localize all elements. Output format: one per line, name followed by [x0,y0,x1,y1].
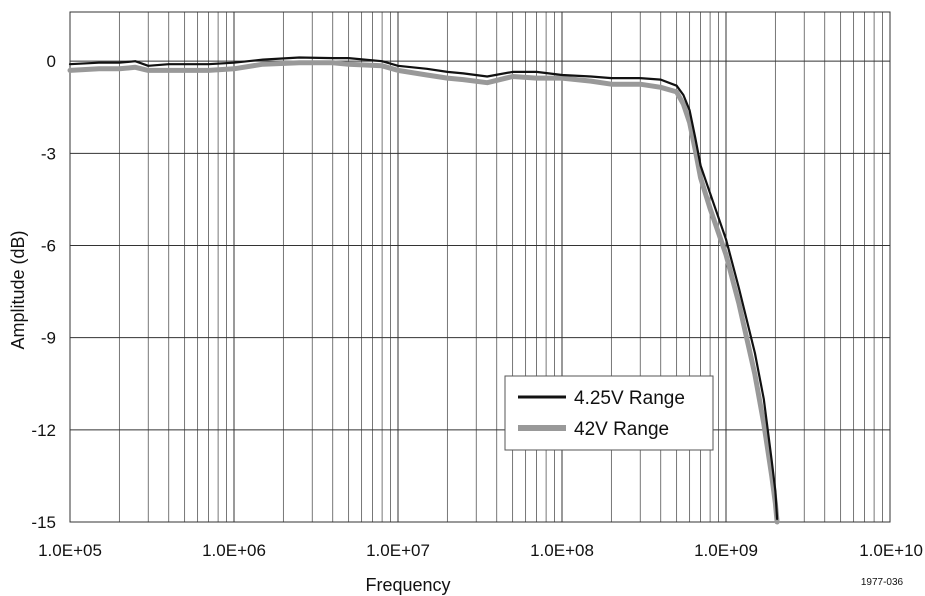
y-axis-ticks: 0 -3 -6 -9 -12 -15 [31,52,56,532]
legend: 4.25V Range 42V Range [504,375,714,451]
x-tick-label: 1.0E+05 [38,541,102,560]
figure-id: 1977-036 [861,577,904,588]
y-axis-title: Amplitude (dB) [8,230,28,349]
y-tick-label: -15 [31,513,56,532]
x-axis-title: Frequency [365,575,450,595]
y-tick-label: 0 [47,52,56,71]
x-tick-label: 1.0E+08 [530,541,594,560]
y-tick-label: -6 [41,236,56,255]
series-layer [67,56,780,525]
legend-label-4-25v: 4.25V Range [574,388,685,409]
y-tick-label: -3 [41,144,56,163]
x-tick-label: 1.0E+09 [694,541,758,560]
y-tick-label: -12 [31,421,56,440]
series-line-4-25v-range [68,56,779,520]
x-tick-label: 1.0E+07 [366,541,430,560]
series-line-42v-range [67,60,780,525]
x-tick-label: 1.0E+06 [202,541,266,560]
plot-background [70,12,890,522]
y-tick-label: -9 [41,329,56,348]
legend-box [504,375,714,451]
plot-frame [69,11,891,523]
x-tick-label: 1.0E+10 [859,541,923,560]
x-axis-ticks: 1.0E+05 1.0E+06 1.0E+07 1.0E+08 1.0E+09 1.0E+… [38,541,923,560]
legend-label-42v: 42V Range [574,419,669,440]
